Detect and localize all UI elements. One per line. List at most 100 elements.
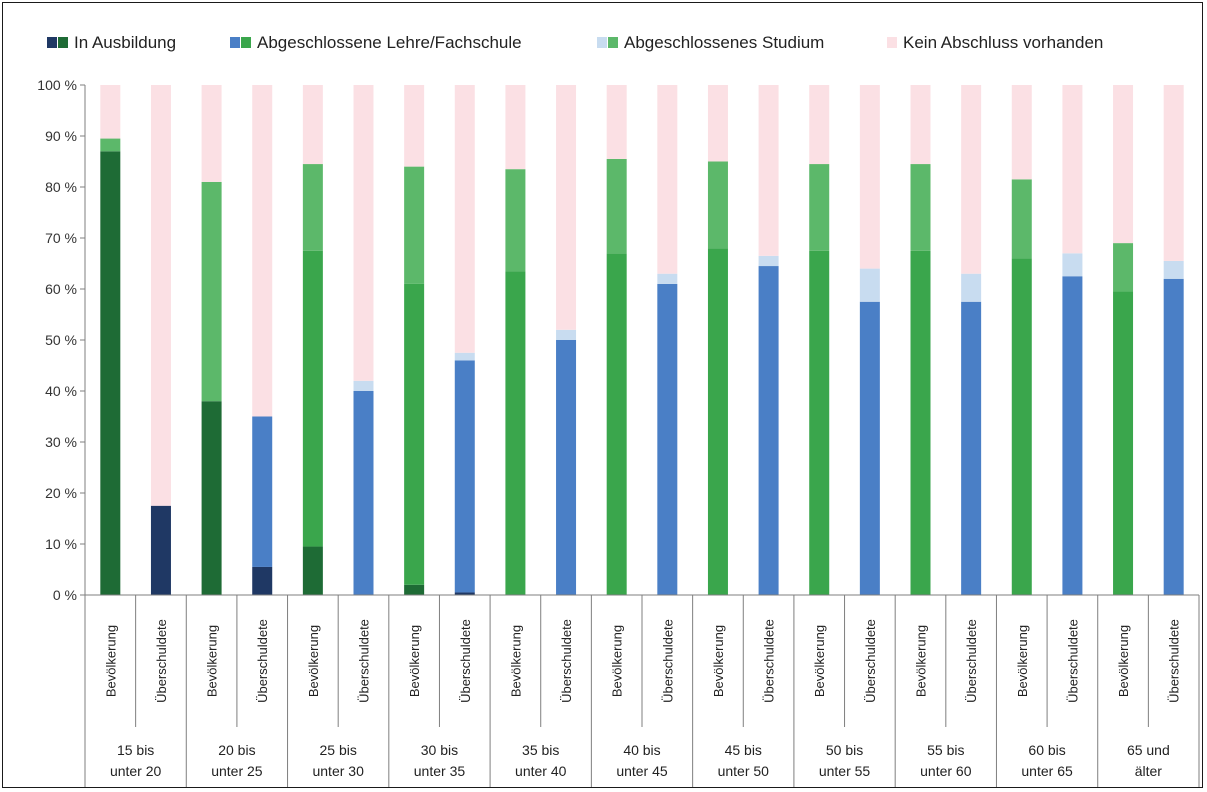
y-tick-label: 80 % [45,179,77,195]
x-group-label-line1: 20 bis [218,742,255,758]
x-group-label-line2: unter 25 [211,763,263,779]
bar-segment-kein-abschluss-vorhanden-2-bevoelkerung [201,85,222,182]
x-group-label-line1: 35 bis [522,742,559,758]
bar-segment-abgeschlossene-lehre-fachschule-6-ueberschuldete [657,283,678,595]
legend-swatch-abgeschlossene-lehre-fachschule-2 [241,37,251,48]
bar-segment-abgeschlossene-lehre-fachschule-4-ueberschuldete [454,360,475,593]
bar-segment-kein-abschluss-vorhanden-10-ueberschuldete [1062,85,1083,254]
legend-label-kein-abschluss-vorhanden: Kein Abschluss vorhanden [903,33,1103,52]
bar-segment-abgeschlossenes-studium-10-ueberschuldete [1062,253,1083,277]
x-category-label: Bevölkerung [306,625,321,697]
x-group-label-line1: 45 bis [725,742,762,758]
y-tick-label: 50 % [45,332,77,348]
bar-segment-abgeschlossene-lehre-fachschule-10-ueberschuldete [1062,276,1083,595]
bar-segment-kein-abschluss-vorhanden-8-ueberschuldete [859,85,880,269]
legend-label-abgeschlossene-lehre-fachschule: Abgeschlossene Lehre/Fachschule [257,33,522,52]
bar-segment-kein-abschluss-vorhanden-9-bevoelkerung [910,85,931,165]
x-category-label: Bevölkerung [103,625,118,697]
bar-segment-kein-abschluss-vorhanden-6-ueberschuldete [657,85,678,274]
bar-segment-abgeschlossene-lehre-fachschule-10-bevoelkerung [1011,258,1032,595]
bar-segment-abgeschlossenes-studium-3-bevoelkerung [302,164,323,251]
bar-segment-abgeschlossenes-studium-4-ueberschuldete [454,352,475,361]
x-group-label-line2: unter 40 [515,763,567,779]
x-group-label-line2: unter 65 [1021,763,1073,779]
y-tick-label: 60 % [45,281,77,297]
x-category-label: Bevölkerung [914,625,929,697]
bar-segment-abgeschlossenes-studium-1-bevoelkerung [100,138,121,152]
x-category-label: Überschuldete [660,619,675,703]
x-category-label: Überschuldete [762,619,777,703]
bar-segment-abgeschlossenes-studium-5-ueberschuldete [556,329,577,340]
bar-segment-abgeschlossene-lehre-fachschule-6-bevoelkerung [606,253,627,596]
x-category-label: Bevölkerung [711,625,726,697]
bar-segment-kein-abschluss-vorhanden-7-bevoelkerung [707,85,728,162]
bar-segment-abgeschlossenes-studium-8-ueberschuldete [859,268,880,302]
x-category-label: Überschuldete [357,619,372,703]
bar-segment-in-ausbildung-2-bevoelkerung [201,401,222,595]
x-group-label-line2: unter 30 [312,763,364,779]
legend-swatch-abgeschlossenes-studium-2 [608,37,618,48]
x-group-label-line2: unter 20 [110,763,162,779]
bar-segment-abgeschlossenes-studium-2-bevoelkerung [201,181,222,402]
bar-segment-abgeschlossenes-studium-9-ueberschuldete [961,273,982,302]
bar-segment-in-ausbildung-1-ueberschuldete [150,505,171,595]
bar-segment-kein-abschluss-vorhanden-2-ueberschuldete [252,85,273,417]
bar-segment-kein-abschluss-vorhanden-3-ueberschuldete [353,85,374,381]
stacked-bar-chart: In Ausbildung Abgeschlossene Lehre/Fachsc… [37,33,1200,787]
bar-segment-abgeschlossene-lehre-fachschule-3-bevoelkerung [302,250,323,547]
bar-segment-abgeschlossene-lehre-fachschule-7-bevoelkerung [707,248,728,595]
x-group-label-line2: unter 60 [920,763,972,779]
x-group-label-line1: 50 bis [826,742,863,758]
y-tick-label: 0 % [53,587,77,603]
bar-segment-in-ausbildung-4-ueberschuldete [454,592,475,595]
bar-segment-kein-abschluss-vorhanden-7-ueberschuldete [758,85,779,256]
x-group-label-line2: unter 45 [616,763,668,779]
x-group-label-line1: 30 bis [421,742,458,758]
bar-segment-abgeschlossenes-studium-6-bevoelkerung [606,158,627,254]
x-group-label-line1: 65 und [1127,742,1170,758]
bar-segment-kein-abschluss-vorhanden-4-ueberschuldete [454,85,475,353]
bar-segment-abgeschlossenes-studium-11-ueberschuldete [1163,260,1184,279]
bar-segment-kein-abschluss-vorhanden-11-ueberschuldete [1163,85,1184,261]
bar-segment-kein-abschluss-vorhanden-9-ueberschuldete [961,85,982,274]
legend-swatch-in-ausbildung-2 [58,37,68,48]
x-category-label: Bevölkerung [205,625,220,697]
bar-segment-kein-abschluss-vorhanden-5-ueberschuldete [556,85,577,330]
y-tick-label: 10 % [45,536,77,552]
x-category-label: Bevölkerung [508,625,523,697]
bar-segment-abgeschlossene-lehre-fachschule-9-bevoelkerung [910,250,931,595]
x-group-label-line1: 55 bis [927,742,964,758]
legend-swatch-abgeschlossenes-studium-1 [597,37,607,48]
x-category-label: Bevölkerung [812,625,827,697]
legend-swatch-in-ausbildung-1 [47,37,57,48]
legend-swatch-abgeschlossene-lehre-fachschule-1 [230,37,240,48]
x-category-label: Überschuldete [458,619,473,703]
bar-segment-abgeschlossenes-studium-6-ueberschuldete [657,273,678,284]
x-category-label: Überschuldete [255,619,270,703]
bar-segment-kein-abschluss-vorhanden-1-ueberschuldete [150,85,171,506]
x-category-label: Überschuldete [559,619,574,703]
bar-segment-abgeschlossenes-studium-10-bevoelkerung [1011,179,1032,259]
legend-label-in-ausbildung: In Ausbildung [74,33,176,52]
x-category-label: Überschuldete [1167,619,1182,703]
bar-segment-in-ausbildung-2-ueberschuldete [252,566,273,595]
bar-segment-abgeschlossene-lehre-fachschule-9-ueberschuldete [961,301,982,595]
bar-segment-abgeschlossenes-studium-7-ueberschuldete [758,255,779,267]
bar-segment-abgeschlossenes-studium-7-bevoelkerung [707,161,728,249]
x-category-label: Überschuldete [863,619,878,703]
bar-segment-abgeschlossene-lehre-fachschule-8-bevoelkerung [809,250,830,595]
legend: In Ausbildung Abgeschlossene Lehre/Fachsc… [47,33,1103,52]
bar-segment-kein-abschluss-vorhanden-1-bevoelkerung [100,85,121,139]
x-group-label-line2: unter 35 [414,763,466,779]
x-category-label: Bevölkerung [407,625,422,697]
x-category-label: Überschuldete [1065,619,1080,703]
bar-segment-kein-abschluss-vorhanden-11-bevoelkerung [1113,85,1134,244]
bar-segment-kein-abschluss-vorhanden-6-bevoelkerung [606,85,627,159]
bar-segment-abgeschlossene-lehre-fachschule-8-ueberschuldete [859,301,880,595]
y-tick-label: 20 % [45,485,77,501]
bar-segment-abgeschlossene-lehre-fachschule-7-ueberschuldete [758,266,779,595]
bar-segment-kein-abschluss-vorhanden-5-bevoelkerung [505,85,526,170]
y-tick-label: 100 % [37,77,77,93]
bar-segment-kein-abschluss-vorhanden-4-bevoelkerung [404,85,425,167]
bar-segment-abgeschlossenes-studium-8-bevoelkerung [809,164,830,251]
